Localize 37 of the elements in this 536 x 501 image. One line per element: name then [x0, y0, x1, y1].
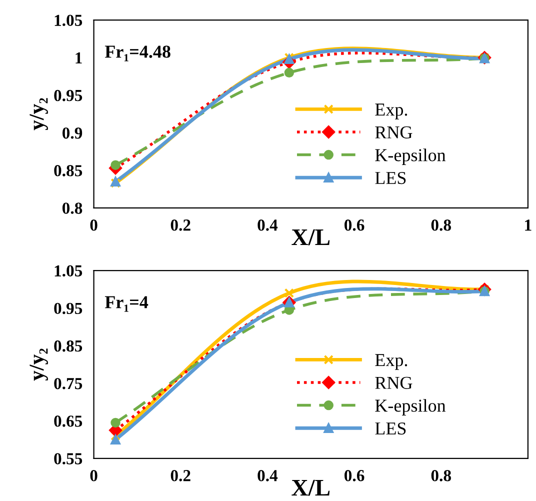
legend-label: K-epsilon [375, 148, 446, 165]
legend-label: Exp. [375, 104, 408, 120]
x-tick-label: 0 [90, 470, 98, 482]
x-tick-label: 1 [525, 220, 532, 231]
y-tick-label: 1.05 [54, 14, 82, 26]
y-axis-title: y/y₂ [30, 348, 48, 381]
x-tick-label: 0.2 [170, 220, 190, 231]
y-axis-title: y/y₂ [30, 98, 48, 130]
y-tick-label: 0.95 [54, 90, 82, 102]
x-tick-label: 0.4 [258, 470, 278, 482]
y-tick-label: 0.55 [54, 453, 82, 464]
y-tick-label: 0.75 [54, 378, 82, 390]
y-tick-label: 0.9 [62, 127, 82, 139]
x-tick-label: 0.2 [170, 470, 190, 482]
x-tick-label: 0.8 [431, 220, 451, 231]
x-tick-label: 0.8 [431, 470, 451, 482]
x-tick-label: 0.6 [344, 220, 364, 231]
y-tick-label: 1.05 [54, 265, 82, 277]
legend-label: RNG [375, 376, 412, 389]
x-axis-title: X/L [292, 229, 330, 246]
legend-label: LES [375, 172, 406, 184]
legend-label: K-epsilon [375, 399, 446, 416]
annotation: Fr₁=4 [104, 296, 148, 312]
legend-label: LES [375, 422, 406, 435]
y-tick-label: 0.8 [62, 202, 82, 214]
x-tick-label: 0 [90, 220, 98, 231]
y-tick-label: 1 [76, 52, 82, 64]
y-tick-label: 0.85 [54, 165, 82, 176]
x-axis-title: X/L [292, 480, 330, 496]
x-tick-label: 0.6 [344, 470, 364, 482]
y-tick-label: 0.95 [54, 302, 82, 314]
y-tick-label: 0.65 [54, 416, 82, 427]
legend-label: RNG [375, 126, 412, 138]
annotation: Fr₁=4.48 [104, 46, 170, 62]
y-tick-label: 0.85 [54, 340, 82, 352]
x-tick-label: 0.4 [258, 220, 278, 231]
legend-label: Exp. [375, 354, 408, 370]
